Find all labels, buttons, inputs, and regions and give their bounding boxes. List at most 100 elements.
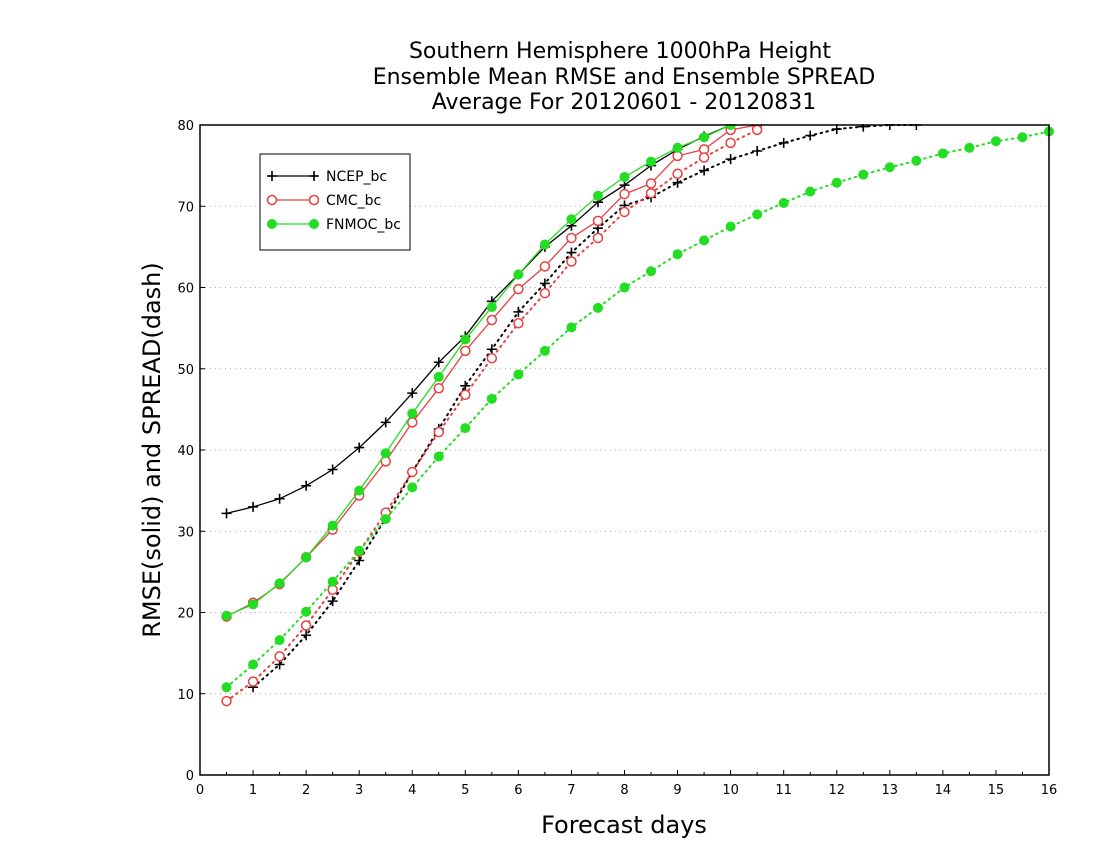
chart-title: Southern Hemisphere 1000hPa Height Ensem… <box>373 39 876 115</box>
data-point-NCEP_bc-rmse <box>221 508 232 519</box>
data-point-NCEP_bc-spread <box>699 165 710 176</box>
data-point-NCEP_bc-spread <box>460 380 471 391</box>
data-point-FNMOC_bc-spread <box>858 169 869 180</box>
data-point-CMC_bc-spread <box>433 426 445 438</box>
data-point-FNMOC_bc-spread <box>301 606 312 617</box>
x-tick-label-4: 4 <box>408 783 416 798</box>
title-line-1: Southern Hemisphere 1000hPa Height <box>409 39 831 64</box>
y-tick-label-40: 40 <box>177 444 194 459</box>
y-tick-label-0: 0 <box>186 769 194 784</box>
data-point-CMC_bc-spread <box>247 676 259 687</box>
series-line-NCEP_bc-rmse <box>225 124 732 515</box>
data-point-NCEP_bc-rmse <box>380 417 391 428</box>
title-line-3: Average For 20120601 - 20120831 <box>432 90 817 115</box>
x-tick-label-11: 11 <box>775 783 792 798</box>
x-axis-label: Forecast days <box>541 811 707 839</box>
data-point-NCEP_bc-spread <box>725 154 736 165</box>
x-tick-label-0: 0 <box>196 783 204 798</box>
data-point-CMC_bc-rmse <box>566 232 577 244</box>
y-tick-label-10: 10 <box>177 688 194 703</box>
x-tick-label-10: 10 <box>722 783 739 798</box>
data-point-FNMOC_bc-rmse <box>221 610 232 621</box>
data-point-FNMOC_bc-spread <box>990 136 1001 147</box>
legend-marker-FNMOC_bc <box>309 219 319 229</box>
x-tick-label-5: 5 <box>461 783 469 798</box>
data-point-FNMOC_bc-rmse <box>327 520 338 531</box>
data-point-NCEP_bc-spread <box>327 596 338 607</box>
data-point-CMC_bc-rmse <box>486 314 498 326</box>
data-point-FNMOC_bc-spread <box>911 155 922 166</box>
data-point-CMC_bc-spread <box>725 137 736 149</box>
data-point-FNMOC_bc-rmse <box>407 408 418 419</box>
data-point-CMC_bc-spread <box>619 206 630 218</box>
data-point-FNMOC_bc-spread <box>646 266 657 277</box>
data-point-NCEP_bc-rmse <box>327 464 338 475</box>
data-point-CMC_bc-spread <box>407 466 418 478</box>
legend-label-NCEP_bc: NCEP_bc <box>326 169 387 185</box>
data-point-CMC_bc-spread <box>645 188 657 199</box>
data-point-FNMOC_bc-rmse <box>513 269 524 280</box>
data-point-FNMOC_bc-spread <box>433 451 444 462</box>
data-point-NCEP_bc-rmse <box>274 493 285 504</box>
data-point-NCEP_bc-spread <box>805 130 816 141</box>
data-point-FNMOC_bc-spread <box>805 186 816 197</box>
data-point-FNMOC_bc-rmse <box>566 214 577 225</box>
y-tick-label-50: 50 <box>177 363 194 378</box>
x-tick-label-2: 2 <box>302 783 310 798</box>
data-point-CMC_bc-spread <box>751 124 763 136</box>
title-line-2: Ensemble Mean RMSE and Ensemble SPREAD <box>373 65 876 90</box>
axis-ticks: 0 1 2 3 4 5 6 7 8 9 10 11 12 13 14 15 160102030405060708… <box>177 119 1057 798</box>
data-point-FNMOC_bc-spread <box>327 576 338 587</box>
data-point-FNMOC_bc-rmse <box>460 334 471 345</box>
data-point-FNMOC_bc-spread <box>460 423 471 434</box>
data-point-NCEP_bc-spread <box>539 278 550 289</box>
data-point-FNMOC_bc-rmse <box>433 371 444 382</box>
y-tick-label-80: 80 <box>177 119 194 134</box>
data-point-FNMOC_bc-rmse <box>248 599 259 610</box>
series-line-CMC_bc-spread <box>225 128 759 703</box>
legend-marker-CMC_bc <box>308 194 320 206</box>
data-point-FNMOC_bc-spread <box>380 514 391 525</box>
data-point-CMC_bc-spread <box>460 389 471 400</box>
data-point-CMC_bc-spread <box>566 256 577 267</box>
data-point-CMC_bc-spread <box>513 318 524 329</box>
data-point-FNMOC_bc-spread <box>672 249 683 260</box>
data-point-FNMOC_bc-rmse <box>354 485 365 496</box>
data-point-CMC_bc-spread <box>486 352 498 364</box>
x-tick-label-8: 8 <box>620 783 628 798</box>
data-point-CMC_bc-rmse <box>539 261 551 272</box>
legend-marker-CMC_bc <box>266 194 278 206</box>
data-point-FNMOC_bc-rmse <box>301 552 312 563</box>
data-point-NCEP_bc-spread <box>858 124 869 132</box>
data-point-CMC_bc-rmse <box>645 178 657 189</box>
data-point-CMC_bc-rmse <box>433 383 445 394</box>
x-tick-label-14: 14 <box>935 783 952 798</box>
y-axis-label: RMSE(solid) and SPREAD(dash) <box>138 262 166 638</box>
data-point-NCEP_bc-rmse <box>301 480 312 491</box>
data-point-FNMOC_bc-spread <box>354 545 365 556</box>
x-tick-label-16: 16 <box>1041 783 1058 798</box>
data-point-NCEP_bc-spread <box>354 555 365 566</box>
data-point-NCEP_bc-spread <box>513 306 524 317</box>
data-point-NCEP_bc-rmse <box>407 388 418 399</box>
data-point-CMC_bc-spread <box>274 651 285 662</box>
x-tick-label-6: 6 <box>514 783 522 798</box>
data-point-FNMOC_bc-spread <box>592 302 603 313</box>
data-point-FNMOC_bc-rmse <box>699 132 710 143</box>
data-point-NCEP_bc-spread <box>566 247 577 258</box>
data-point-FNMOC_bc-rmse <box>539 239 550 250</box>
y-tick-label-30: 30 <box>177 525 194 540</box>
data-point-FNMOC_bc-spread <box>407 482 418 493</box>
data-point-NCEP_bc-rmse <box>354 442 365 453</box>
legend-marker-NCEP_bc <box>309 171 319 181</box>
data-point-FNMOC_bc-spread <box>937 148 948 159</box>
data-point-FNMOC_bc-spread <box>619 282 630 293</box>
x-tick-label-12: 12 <box>828 783 845 798</box>
data-point-FNMOC_bc-spread <box>566 322 577 333</box>
data-point-CMC_bc-spread <box>300 620 312 631</box>
legend-label-FNMOC_bc: FNMOC_bc <box>326 217 401 233</box>
data-point-CMC_bc-spread <box>672 168 683 179</box>
data-point-FNMOC_bc-rmse <box>672 142 683 153</box>
y-tick-label-60: 60 <box>177 282 194 297</box>
